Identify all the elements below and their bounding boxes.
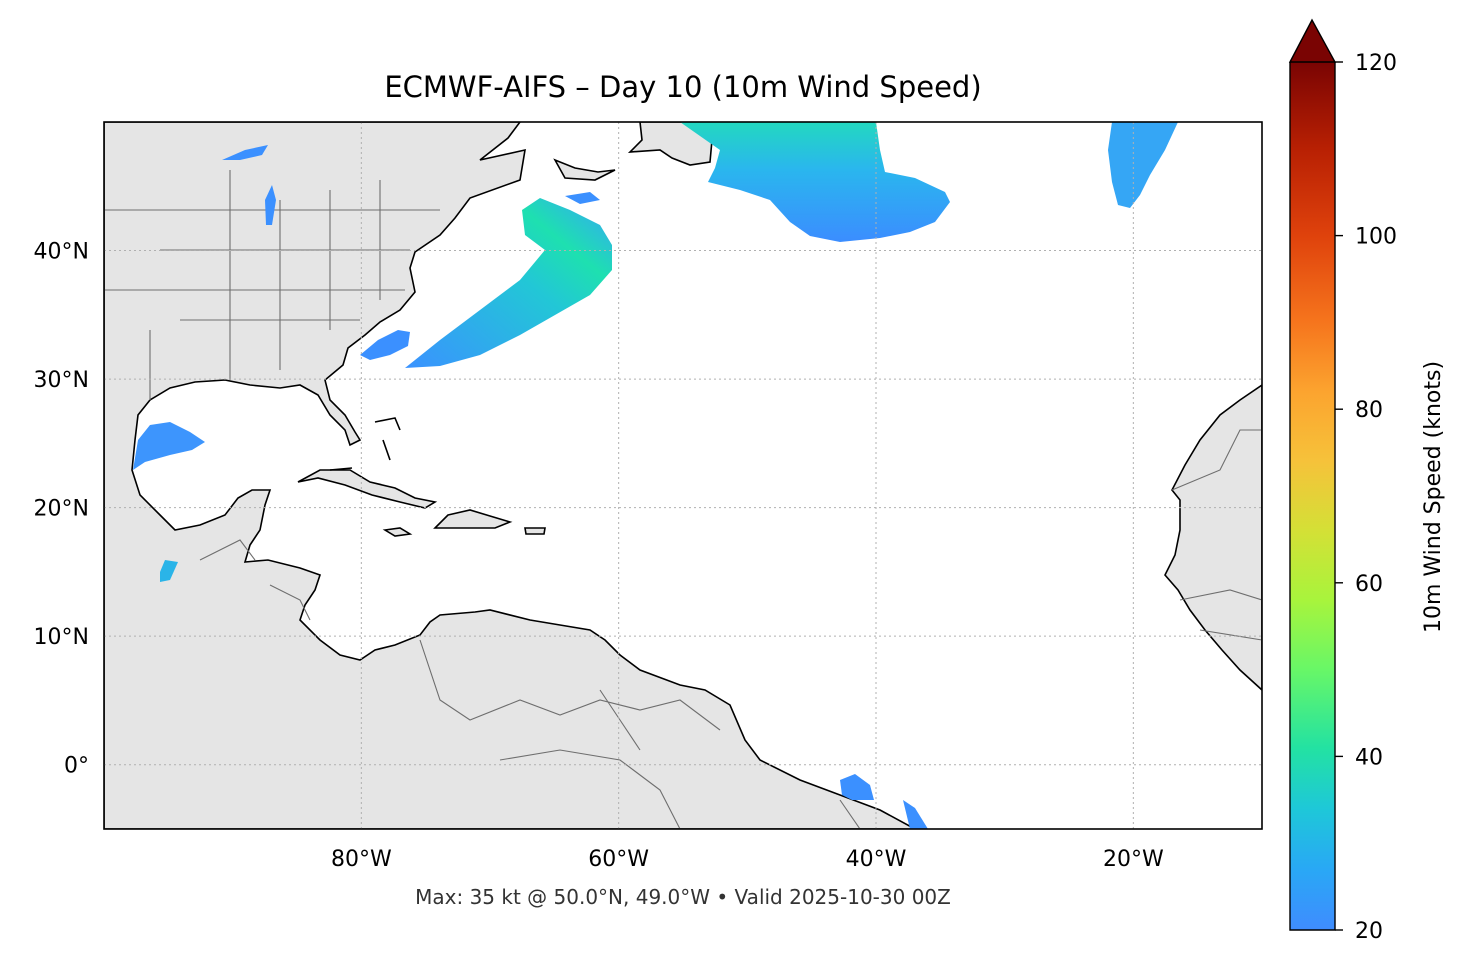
wind-nova-scotia-patch xyxy=(565,192,600,204)
wind-jet-western-atlantic xyxy=(405,198,612,368)
colorbar-tick-label: 80 xyxy=(1355,398,1383,423)
footer-caption: Max: 35 kt @ 50.0°N, 49.0°W • Valid 2025… xyxy=(415,885,951,909)
lat-tick-label: 0° xyxy=(64,754,89,779)
country-borders xyxy=(104,170,1262,829)
map-frame xyxy=(103,121,1263,830)
land-bahamas xyxy=(329,417,401,471)
colorbar-tick-label: 40 xyxy=(1355,745,1383,770)
colorbar-extend-arrow xyxy=(1288,18,1337,63)
land-cuba xyxy=(297,469,438,509)
longitude-labels: 80°W 60°W 40°W 20°W xyxy=(331,847,1164,872)
wind-off-georgia xyxy=(360,330,410,360)
wind-equator-patch-1 xyxy=(840,774,874,800)
lon-tick-label: 80°W xyxy=(331,847,392,872)
wind-pacific-patch xyxy=(160,560,178,582)
colorbar-tick-label: 20 xyxy=(1355,919,1383,944)
chart-title: ECMWF-AIFS – Day 10 (10m Wind Speed) xyxy=(384,70,982,104)
land-jamaica xyxy=(382,527,413,537)
colorbar-label: 10m Wind Speed (knots) xyxy=(1421,361,1446,633)
land-africa xyxy=(1164,384,1262,692)
wind-equator-patch-2 xyxy=(903,800,928,829)
wind-east-atlantic xyxy=(1108,122,1178,208)
colorbar: 20 40 60 80 100 120 10m Wind Speed (knots) xyxy=(1288,18,1446,944)
lat-tick-label: 30°N xyxy=(34,368,89,393)
wind-north-atlantic xyxy=(680,122,950,242)
wind-gulf-of-america xyxy=(133,422,205,470)
wind-lake-michigan xyxy=(265,185,276,225)
lat-tick-label: 40°N xyxy=(34,240,89,265)
colorbar-frame xyxy=(1289,62,1336,931)
lon-tick-label: 20°W xyxy=(1103,847,1164,872)
wind-north-patch xyxy=(222,145,268,160)
gridlines xyxy=(104,122,1262,829)
colorbar-ticks: 20 40 60 80 100 120 xyxy=(1335,51,1397,944)
colorbar-tick-label: 100 xyxy=(1355,225,1397,250)
lon-tick-label: 60°W xyxy=(588,847,649,872)
lat-tick-label: 20°N xyxy=(34,497,89,522)
colorbar-tick-label: 60 xyxy=(1355,572,1383,597)
lon-tick-label: 40°W xyxy=(846,847,907,872)
lat-tick-label: 10°N xyxy=(34,625,89,650)
colorbar-gradient xyxy=(1290,62,1335,930)
land-puerto-rico xyxy=(524,527,546,535)
colorbar-tick-label: 120 xyxy=(1355,51,1397,76)
land-nova-scotia xyxy=(553,158,616,181)
latitude-labels: 40°N 30°N 20°N 10°N 0° xyxy=(34,240,89,779)
land-hispaniola xyxy=(433,509,513,529)
